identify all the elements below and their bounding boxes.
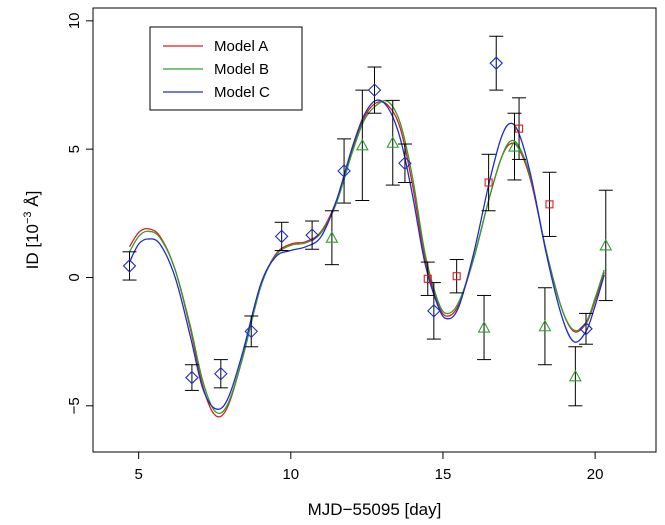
legend-label: Model A: [214, 38, 268, 55]
y-tick-label-2: 5: [66, 145, 83, 153]
y-tick-label-1: 0: [66, 273, 83, 281]
y-tick-label-0: −5: [66, 397, 83, 414]
diamond-point-5: [305, 228, 319, 242]
diamond-errorbar-4: [274, 221, 289, 252]
legend-entry-model-b: Model B: [163, 61, 269, 78]
diamond-errorbar-6: [337, 138, 352, 204]
diamond-point-0: [122, 259, 137, 273]
diamond-point-8: [398, 156, 412, 171]
triangle-point-3: [477, 320, 491, 333]
triangle-errorbar-2: [385, 99, 400, 186]
x-axis: 5 10 15 20: [134, 452, 603, 483]
x-tick-label-3: 20: [587, 466, 604, 483]
triangle-errorbar-7: [598, 189, 613, 302]
square-point-4: [545, 200, 554, 209]
y-axis: −5 0 5 10: [66, 12, 93, 414]
triangle-errorbar-6: [568, 346, 583, 407]
square-point-3: [515, 124, 524, 133]
triangle-point-5: [538, 319, 552, 332]
legend-entry-model-a: Model A: [163, 38, 268, 55]
square-errorbar-2: [481, 153, 496, 212]
data-markers: [122, 56, 613, 385]
diamond-point-6: [337, 164, 351, 178]
triangle-errorbar-0: [324, 210, 339, 266]
legend: Model A Model B Model C: [149, 26, 303, 111]
triangle-point-1: [355, 138, 369, 151]
legend-label: Model C: [214, 84, 270, 101]
diamond-point-1: [185, 370, 199, 385]
diamond-errorbar-11: [579, 312, 594, 345]
legend-label: Model B: [214, 61, 269, 78]
diamond-errorbar-1: [184, 364, 199, 391]
x-tick-label-2: 15: [435, 466, 452, 483]
diamond-point-9: [427, 304, 441, 318]
triangle-point-2: [386, 136, 400, 148]
diamond-point-7: [367, 83, 382, 97]
diamond-errorbar-7: [367, 66, 382, 114]
square-errorbar-1: [449, 259, 464, 294]
curve-model-c: [128, 99, 605, 410]
square-point-2: [484, 178, 493, 187]
triangle-point-7: [599, 238, 613, 251]
diamond-point-3: [244, 324, 259, 339]
diamond-errorbar-0: [122, 251, 137, 281]
square-point-1: [452, 272, 461, 281]
triangle-point-6: [568, 369, 582, 382]
legend-entry-model-c: Model C: [163, 84, 270, 101]
model-curves: [128, 99, 605, 418]
legend-entries: Model A Model B Model C: [163, 38, 270, 101]
diamond-errorbar-2: [213, 359, 228, 389]
y-axis-title: ID [10−3 Å]: [22, 191, 42, 270]
triangle-point-4: [508, 139, 521, 152]
triangle-point-0: [325, 231, 339, 243]
diamond-point-4: [274, 229, 289, 244]
x-axis-title: MJD−55095 [day]: [308, 500, 442, 519]
diamond-point-2: [214, 366, 228, 381]
diamond-errorbar-5: [305, 220, 320, 250]
square-point-0: [423, 274, 432, 283]
x-tick-label-1: 10: [282, 466, 299, 483]
diamond-point-11: [579, 322, 593, 336]
diamond-point-10: [489, 56, 504, 70]
square-errorbar-4: [542, 171, 557, 237]
y-tick-label-3: 10: [66, 12, 83, 29]
plot-frame: [92, 7, 657, 453]
triangle-errorbar-5: [537, 287, 552, 366]
diamond-errorbar-3: [244, 315, 259, 348]
diamond-errorbar-8: [397, 143, 412, 184]
triangle-errorbar-3: [477, 294, 492, 361]
triangle-errorbar-1: [355, 89, 370, 201]
diamond-errorbar-10: [489, 35, 504, 91]
triangle-errorbar-4: [507, 112, 522, 181]
x-tick-label-0: 5: [134, 466, 142, 483]
square-errorbar-0: [420, 261, 435, 296]
error-bars: [122, 35, 613, 407]
